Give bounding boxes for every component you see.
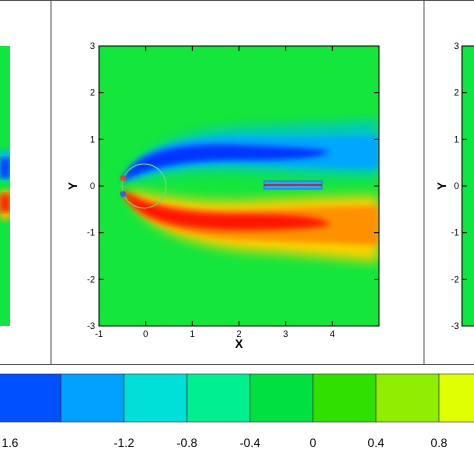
right-axes: 3 2 1 0 -1 -2 -3 bbox=[451, 41, 474, 331]
colorbar-swatch bbox=[186, 373, 251, 423]
y-tick-label: -3 bbox=[87, 321, 95, 331]
x-tick-label: 4 bbox=[330, 329, 335, 339]
right-y-tick-label: -1 bbox=[451, 228, 459, 238]
left-panel-field bbox=[0, 46, 10, 326]
colorbar: 1.6-1.2-0.8-0.400.40.81.2 bbox=[0, 373, 474, 450]
y-tick-label: 3 bbox=[90, 41, 95, 51]
right-y-tick-label: -2 bbox=[451, 274, 459, 284]
center-panel-field bbox=[99, 46, 379, 326]
y-tick-label: 0 bbox=[90, 181, 95, 191]
colorbar-swatch bbox=[249, 373, 314, 423]
y-tick-label: 2 bbox=[90, 88, 95, 98]
x-tick-label: -1 bbox=[95, 329, 103, 339]
cylinder bbox=[121, 163, 167, 209]
y-tick-label: -2 bbox=[87, 274, 95, 284]
right-y-tick-label: 0 bbox=[454, 181, 459, 191]
x-tick-label: 0 bbox=[143, 329, 148, 339]
center-ylabel: Y bbox=[66, 182, 80, 190]
right-panel-frame bbox=[423, 0, 474, 365]
colorbar-tick-label: 0.8 bbox=[431, 436, 448, 450]
colorbar-swatch bbox=[375, 373, 440, 423]
colorbar-tick-label: 0.4 bbox=[368, 436, 385, 450]
right-y-tick-label: 1 bbox=[454, 134, 459, 144]
colorbar-tick-label: -0.8 bbox=[177, 436, 198, 450]
colorbar-swatch bbox=[312, 373, 377, 423]
y-tick-label: 1 bbox=[90, 134, 95, 144]
right-ylabel: Y bbox=[435, 182, 449, 190]
colorbar-swatch bbox=[438, 373, 474, 423]
x-tick-label: 2 bbox=[236, 329, 241, 339]
colorbar-tick-label: 1.6 bbox=[2, 436, 19, 450]
colorbar-swatch bbox=[60, 373, 125, 423]
x-tick-label: 3 bbox=[283, 329, 288, 339]
colorbar-tick-label: 0 bbox=[310, 436, 317, 450]
center-axes: -1 0 1 2 3 4 -3 -2 -1 0 1 2 3 bbox=[87, 41, 380, 339]
colorbar-swatch bbox=[123, 373, 188, 423]
x-tick-label: 1 bbox=[190, 329, 195, 339]
right-y-tick-label: -3 bbox=[451, 321, 459, 331]
right-y-tick-label: 3 bbox=[454, 41, 459, 51]
colorbar-tick-label: -0.4 bbox=[240, 436, 261, 450]
center-xlabel: X bbox=[235, 337, 243, 351]
colorbar-swatch bbox=[0, 373, 62, 423]
colorbar-tick-label: -1.2 bbox=[114, 436, 135, 450]
right-y-tick-label: 2 bbox=[454, 88, 459, 98]
right-panel-field bbox=[462, 46, 474, 326]
y-tick-label: -1 bbox=[87, 228, 95, 238]
